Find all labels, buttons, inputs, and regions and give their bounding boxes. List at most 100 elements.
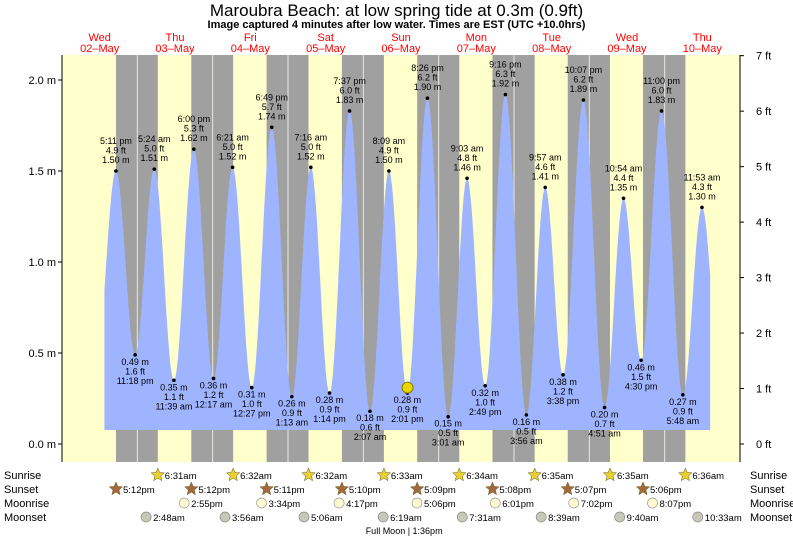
tide-label: 1.5 ft (631, 372, 652, 382)
moonrise-icon (489, 497, 501, 509)
tide-point (639, 358, 643, 363)
tide-label: 12:27 pm (233, 409, 271, 419)
tide-label: 0.49 m (121, 357, 149, 367)
sunset-row-label: Sunset (4, 484, 38, 496)
tide-point (659, 109, 664, 113)
tide-point (425, 96, 430, 100)
tide-label: 0.36 m (200, 380, 228, 390)
tide-area-path (104, 94, 711, 430)
tide-label: 0.20 m (591, 410, 619, 420)
tide-label: 9:16 pm (489, 60, 522, 70)
tide-label: 2:49 pm (469, 407, 502, 417)
day-name-label: Mon (466, 32, 487, 44)
day-date-label: 04–May (231, 43, 271, 55)
right-tick-label: 7 ft (756, 51, 771, 63)
tide-point (621, 196, 626, 201)
tide-point (152, 167, 157, 171)
tide-point (700, 205, 704, 210)
tide-label: 4.4 ft (614, 173, 635, 183)
tide-label: 9:03 am (451, 143, 484, 153)
day-date-label: 07–May (457, 43, 497, 55)
sunset-icon (184, 481, 199, 496)
tide-point (309, 165, 313, 170)
tide-point (503, 92, 508, 97)
tide-label: 1.2 ft (204, 390, 225, 400)
left-tick-label: 2.0 m (28, 75, 56, 87)
tide-point (230, 165, 235, 170)
sunrise-time: 6:32am (315, 471, 347, 482)
tide-label: 0.7 ft (595, 419, 616, 429)
tide-label: 0.6 ft (360, 423, 381, 433)
tide-label: 11:39 am (155, 401, 192, 411)
right-tick-label: 0 ft (756, 439, 771, 451)
tide-label: 1.50 m (375, 155, 403, 165)
tide-label: 8:26 pm (411, 63, 444, 73)
tide-label: 1.52 m (297, 151, 325, 161)
tide-label: 0.5 ft (516, 426, 537, 436)
right-tick-label: 5 ft (756, 162, 771, 174)
day-name-label: Wed (616, 32, 638, 44)
tide-label: 6.0 ft (340, 85, 361, 95)
moonrise-time: 4:17pm (346, 499, 378, 510)
tide-label: 0.9 ft (282, 408, 303, 418)
tide-label: 1.51 m (141, 153, 169, 163)
tide-label: 1.89 m (570, 84, 598, 94)
tide-label: 0.28 m (394, 395, 422, 405)
left-tick-label: 0.5 m (28, 348, 56, 360)
tide-label: 5:48 am (667, 416, 700, 426)
tide-label: 0.28 m (316, 395, 344, 405)
tide-label: 10:07 pm (565, 65, 603, 75)
moonset-row-label: Moonset (4, 512, 46, 524)
sunset-icon (259, 481, 274, 496)
right-tick-label: 4 ft (756, 217, 771, 229)
tide-label: 5:24 am (138, 134, 171, 144)
tide-label: 4.3 ft (692, 182, 713, 192)
sunrise-icon (376, 467, 392, 482)
moonset-time: 10:33am (705, 513, 742, 524)
tide-point (192, 147, 196, 151)
tide-label: 1.90 m (414, 82, 442, 92)
sunrise-time: 6:35am (542, 471, 574, 482)
moonset-icon (219, 511, 231, 523)
tide-point (524, 413, 529, 417)
tide-label: 0.32 m (471, 388, 499, 398)
tide-label: 0.9 ft (397, 405, 418, 415)
tide-point (561, 373, 565, 377)
moonset-icon (140, 511, 152, 523)
moonset-icon (535, 511, 547, 523)
tide-label: 3:56 am (510, 436, 543, 446)
moonset-time: 5:06am (311, 513, 343, 524)
tide-label: 1.92 m (492, 79, 520, 89)
moonrise-icon (178, 497, 190, 509)
tide-point (269, 125, 274, 130)
moonrise-row-label-right: Moonrise (750, 498, 793, 510)
sunrise-icon (602, 467, 618, 482)
tide-point (581, 98, 586, 102)
moonset-time: 7:31am (469, 513, 501, 524)
tide-label: 4:51 am (588, 429, 621, 439)
tide-label: 1:13 am (276, 418, 309, 428)
tide-label: 0.31 m (238, 390, 266, 400)
day-name-label: Fri (244, 32, 257, 44)
tide-label: 0.46 m (627, 362, 655, 372)
sunset-row-label-right: Sunset (750, 484, 784, 496)
day-headers: Wed02–MayThu03–MayFri04–MaySat05–MaySun0… (80, 32, 722, 55)
day-name-label: Wed (88, 32, 110, 44)
tide-label: 1.41 m (531, 171, 559, 181)
sunrise-time: 6:32am (240, 471, 272, 482)
tide-label: 11:18 pm (117, 376, 154, 386)
tide-label: 2:01 pm (391, 414, 424, 424)
tide-point (483, 383, 487, 388)
tide-point (249, 385, 254, 390)
tide-label: 2:07 am (354, 432, 387, 442)
day-date-label: 08–May (532, 43, 572, 55)
page-subtitle: Image captured 4 minutes after low water… (207, 19, 586, 31)
sunrise-icon (451, 467, 467, 482)
tide-label: 1.0 ft (475, 397, 496, 407)
tide-label: 6.0 ft (652, 85, 673, 95)
tide-label: 6:49 pm (255, 92, 288, 102)
moonrise-time: 8:07pm (659, 499, 691, 510)
tide-label: 1.62 m (180, 133, 208, 143)
tide-label: 3:01 am (432, 438, 465, 448)
sunset-time: 5:12pm (198, 485, 230, 496)
